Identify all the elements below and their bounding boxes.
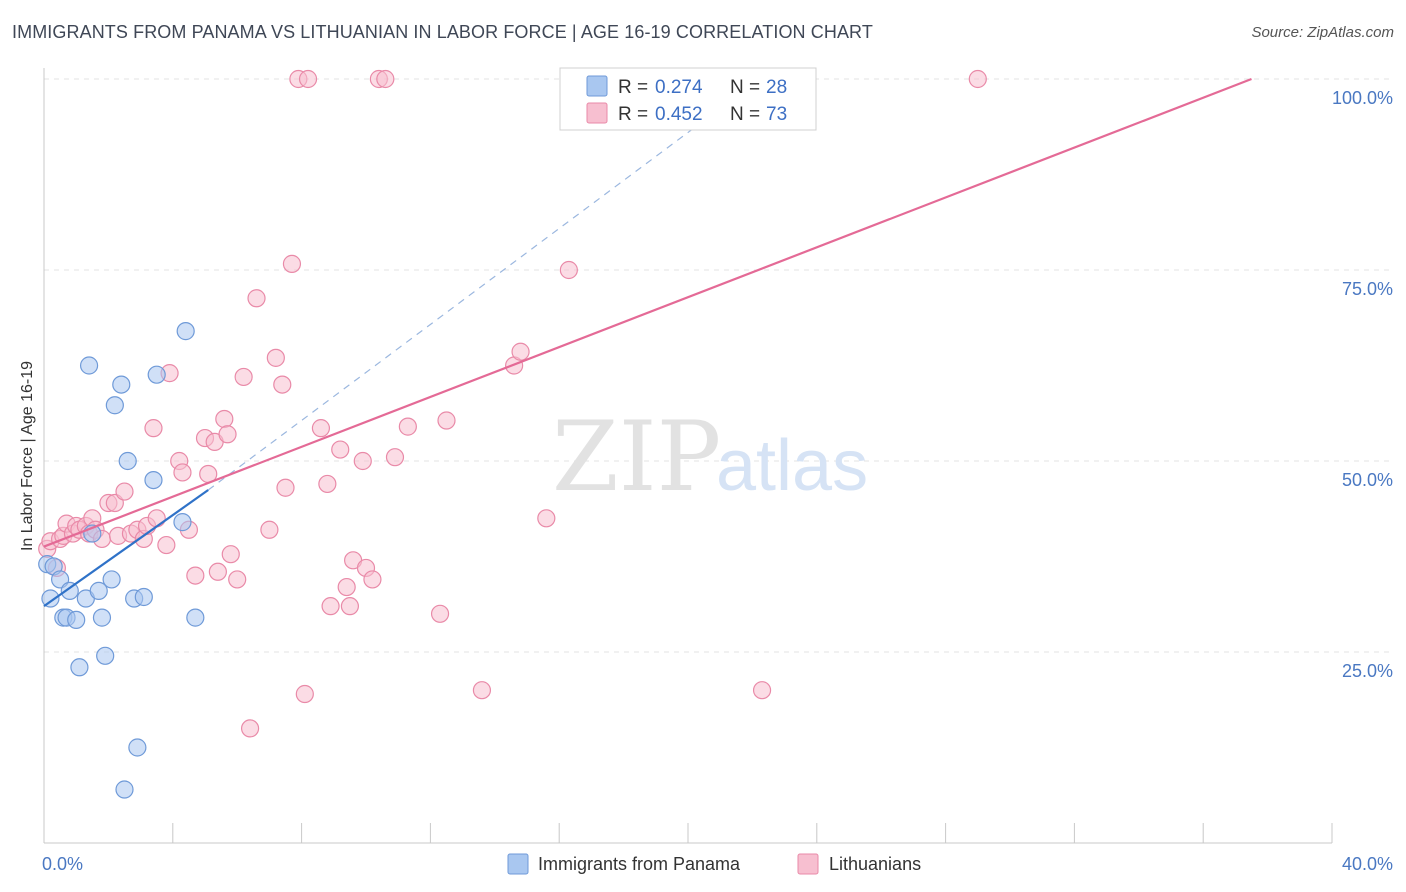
series-legend-label-lithuanians: Lithuanians [829, 854, 921, 874]
point-panama [186, 608, 205, 627]
point-panama [134, 587, 153, 607]
point-panama [96, 646, 115, 665]
point-lithuanians [173, 463, 192, 482]
stats-legend-n-label-panama: N = [730, 77, 760, 98]
point-panama [115, 780, 134, 799]
point-lithuanians [282, 254, 302, 273]
point-lithuanians [318, 474, 337, 494]
y-tick-label: 100.0% [1332, 88, 1393, 108]
point-lithuanians [340, 597, 359, 616]
series-legend: Immigrants from Panama Lithuanians [507, 853, 921, 875]
x-tick-label: 0.0% [42, 854, 83, 874]
stats-legend-r-label-lithuanians: R = [618, 104, 648, 125]
y-tick-label: 50.0% [1342, 470, 1393, 490]
point-lithuanians [240, 719, 260, 738]
stats-legend-n-value-lithuanians: 73 [766, 104, 787, 125]
point-lithuanians [147, 509, 166, 528]
point-panama [176, 322, 195, 341]
point-lithuanians [247, 289, 266, 308]
point-lithuanians [276, 478, 295, 497]
point-lithuanians [144, 419, 163, 438]
point-lithuanians [115, 482, 134, 501]
point-panama [118, 451, 137, 471]
point-panama [105, 396, 124, 415]
point-panama [128, 738, 147, 757]
series-legend-swatch-panama [507, 853, 529, 875]
point-lithuanians [337, 577, 356, 597]
data-points [38, 69, 987, 799]
point-lithuanians [228, 570, 247, 589]
point-lithuanians [363, 570, 382, 589]
point-panama [144, 471, 163, 490]
grid [44, 78, 1392, 653]
point-lithuanians [221, 545, 240, 564]
trend-line-panama [43, 489, 209, 608]
trend-line-dashed-panama [207, 115, 711, 491]
axes [43, 68, 1333, 844]
point-panama [79, 356, 99, 375]
point-lithuanians [311, 419, 331, 438]
stats-legend: R = 0.274 N = 28 R = 0.452 N = 73 [559, 67, 817, 131]
point-lithuanians [559, 260, 578, 280]
point-panama [60, 581, 79, 600]
stats-legend-r-value-panama: 0.274 [655, 77, 703, 98]
point-lithuanians [208, 562, 227, 581]
point-lithuanians [186, 566, 205, 585]
point-panama [102, 570, 121, 589]
point-panama [41, 589, 60, 608]
point-panama [67, 610, 86, 630]
point-lithuanians [295, 684, 314, 704]
point-lithuanians [260, 520, 279, 539]
point-lithuanians [321, 597, 340, 616]
trend-lines [43, 77, 1252, 608]
point-panama [173, 513, 192, 532]
chart-title: IMMIGRANTS FROM PANAMA VS LITHUANIAN IN … [12, 22, 873, 42]
tick-labels: 25.0% 50.0% 75.0% 100.0% 0.0% 40.0% [42, 88, 1393, 874]
point-lithuanians [472, 681, 492, 700]
point-lithuanians [234, 367, 253, 387]
stats-legend-n-value-panama: 28 [766, 77, 787, 98]
trend-line-lithuanians [43, 77, 1252, 548]
point-lithuanians [273, 375, 292, 394]
point-panama [70, 658, 89, 677]
y-tick-label: 75.0% [1342, 279, 1393, 299]
point-lithuanians [437, 411, 456, 430]
point-lithuanians [537, 509, 556, 528]
stats-legend-r-label-panama: R = [618, 77, 648, 98]
point-lithuanians [398, 417, 417, 436]
y-tick-label: 25.0% [1342, 661, 1393, 681]
series-legend-label-panama: Immigrants from Panama [538, 854, 741, 874]
x-tick-label: 40.0% [1342, 854, 1393, 874]
chart-source: Source: ZipAtlas.com [1251, 24, 1394, 41]
stats-legend-r-value-lithuanians: 0.452 [655, 104, 703, 125]
point-lithuanians [353, 451, 372, 471]
point-lithuanians [298, 69, 318, 89]
point-lithuanians [157, 535, 176, 555]
y-axis-label: In Labor Force | Age 16-19 [19, 361, 36, 551]
point-panama [92, 608, 112, 627]
point-lithuanians [752, 681, 772, 700]
stats-legend-swatch-lithuanians [586, 102, 608, 124]
point-lithuanians [376, 69, 395, 89]
point-lithuanians [968, 69, 987, 89]
point-lithuanians [266, 348, 285, 367]
point-lithuanians [218, 425, 237, 444]
point-lithuanians [385, 448, 405, 467]
watermark-zip: ZIP [552, 401, 721, 513]
point-lithuanians [215, 409, 234, 429]
watermark: ZIP atlas [552, 401, 868, 513]
stats-legend-swatch-panama [586, 75, 608, 97]
point-lithuanians [430, 604, 450, 623]
point-lithuanians [331, 440, 350, 459]
point-panama [89, 581, 108, 600]
watermark-atlas: atlas [716, 426, 868, 506]
point-panama [147, 365, 166, 384]
point-panama [112, 375, 131, 394]
point-lithuanians [511, 342, 530, 361]
series-legend-swatch-lithuanians [797, 853, 819, 875]
stats-legend-n-label-lithuanians: N = [730, 104, 760, 125]
